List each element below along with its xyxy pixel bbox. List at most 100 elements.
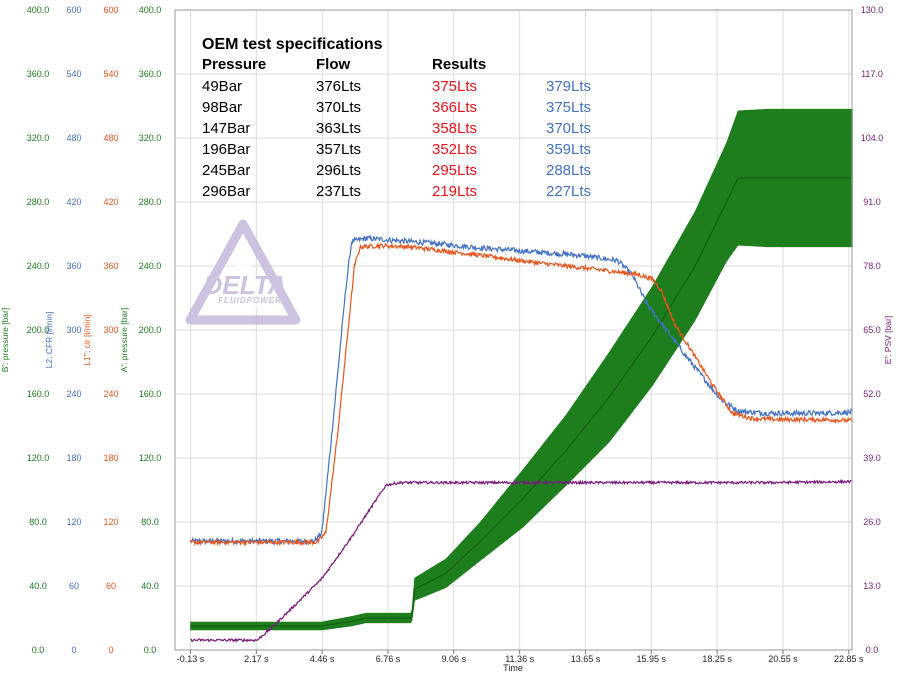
spec-table: OEM test specifications Pressure Flow Re… xyxy=(202,36,591,200)
y-tick-label-a: 320.0 xyxy=(139,133,162,143)
y-tick-label-b: 200.0 xyxy=(27,325,50,335)
spec-pressure: 147Bar xyxy=(202,120,250,137)
spec-flow: 357Lts xyxy=(316,141,361,158)
logo-triangle-inner-icon xyxy=(212,252,274,308)
series-line-pressure-b xyxy=(190,177,853,627)
spec-flow: 237Lts xyxy=(316,183,361,200)
y-tick-label-l1: 120 xyxy=(103,517,118,527)
y-axis-title-l1: L1'': clr [l/min] xyxy=(82,314,92,365)
chart-grid xyxy=(175,9,852,651)
logo-sub-text: FLUIDPOWER xyxy=(218,296,282,305)
spec-flow: 370Lts xyxy=(316,99,361,116)
x-tick-label: 22.85 s xyxy=(834,654,864,664)
y-tick-label-right: 52.0 xyxy=(863,389,881,399)
y-tick-label-l2: 300 xyxy=(66,325,81,335)
spec-result-blue: 288Lts xyxy=(546,162,591,179)
x-tick-label: 4.46 s xyxy=(310,654,335,664)
spec-row: 49Bar 376Lts 375Lts 379Lts xyxy=(202,78,591,95)
y-tick-label-right: 104.0 xyxy=(861,133,884,143)
y-tick-label-l1: 360 xyxy=(103,261,118,271)
y-tick-label-b: 40.0 xyxy=(29,581,47,591)
spec-result-red: 295Lts xyxy=(432,162,477,179)
delta-fluidpower-logo: DELTA FLUIDPOWER xyxy=(185,219,301,325)
y-tick-label-l1: 0 xyxy=(108,645,113,655)
y-tick-label-a: 280.0 xyxy=(139,197,162,207)
y-tick-label-l2: 360 xyxy=(66,261,81,271)
y-axis-title-l2: L2: CFR [l/min] xyxy=(44,312,54,369)
x-tick-label: -0.13 s xyxy=(177,654,205,664)
y-tick-label-a: 120.0 xyxy=(139,453,162,463)
y-tick-label-right: 26.0 xyxy=(863,517,881,527)
x-tick-label: 18.25 s xyxy=(702,654,732,664)
spec-pressure: 196Bar xyxy=(202,141,250,158)
y-tick-label-b: 360.0 xyxy=(27,69,50,79)
spec-result-blue: 379Lts xyxy=(546,78,591,95)
y-tick-label-l1: 540 xyxy=(103,69,118,79)
y-tick-label-l1: 300 xyxy=(103,325,118,335)
y-tick-label-l2: 240 xyxy=(66,389,81,399)
series-line-e xyxy=(190,478,853,643)
y-tick-label-l2: 420 xyxy=(66,197,81,207)
spec-rows: 49Bar 376Lts 375Lts 379Lts 98Bar 370Lts 366Lts… xyxy=(202,78,591,200)
spec-row: 196Bar 357Lts 352Lts 359Lts xyxy=(202,141,591,158)
y-tick-label-l1: 180 xyxy=(103,453,118,463)
y-tick-label-b: 400.0 xyxy=(27,5,50,15)
y-tick-label-b: 80.0 xyxy=(29,517,47,527)
spec-result-red: 352Lts xyxy=(432,141,477,158)
y-tick-label-b: 120.0 xyxy=(27,453,50,463)
logo-triangle-icon xyxy=(185,219,301,325)
spec-title: OEM test specifications xyxy=(202,36,383,53)
spec-result-red: 358Lts xyxy=(432,120,477,137)
x-tick-label: 11.36 s xyxy=(505,654,534,664)
y-tick-label-l1: 60 xyxy=(106,581,116,591)
y-tick-label-right: 91.0 xyxy=(863,197,881,207)
spec-pressure: 49Bar xyxy=(202,78,242,95)
spec-pressure: 296Bar xyxy=(202,183,250,200)
y-tick-label-l2: 180 xyxy=(66,453,81,463)
x-tick-label: 6.76 s xyxy=(376,654,401,664)
y-tick-label-l2: 0 xyxy=(71,645,76,655)
y-tick-label-l1: 240 xyxy=(103,389,118,399)
spec-header-results: Results xyxy=(432,56,486,73)
x-tick-label: 9.06 s xyxy=(442,654,467,664)
spec-result-blue: 370Lts xyxy=(546,120,591,137)
spec-flow: 376Lts xyxy=(316,78,361,95)
spec-row: 245Bar 296Lts 295Lts 288Lts xyxy=(202,162,591,179)
y-tick-label-l1: 480 xyxy=(103,133,118,143)
spec-row: 147Bar 363Lts 358Lts 370Lts xyxy=(202,120,591,137)
spec-flow: 363Lts xyxy=(316,120,361,137)
y-tick-label-l1: 420 xyxy=(103,197,118,207)
y-tick-label-right: 13.0 xyxy=(863,581,881,591)
y-tick-label-l2: 540 xyxy=(66,69,81,79)
y-axis-title-b: B': pressure [bar] xyxy=(0,308,10,372)
y-tick-label-right: 130.0 xyxy=(861,5,884,15)
y-tick-label-a: 400.0 xyxy=(139,5,162,15)
y-tick-label-l1: 600 xyxy=(103,5,118,15)
y-tick-label-b: 0.0 xyxy=(32,645,45,655)
y-tick-label-l2: 600 xyxy=(66,5,81,15)
y-tick-label-l2: 60 xyxy=(69,581,79,591)
y-tick-label-b: 320.0 xyxy=(27,133,50,143)
y-tick-label-right: 65.0 xyxy=(863,325,881,335)
y-tick-label-a: 160.0 xyxy=(139,389,162,399)
spec-header-pressure: Pressure xyxy=(202,56,266,73)
y-tick-label-l2: 120 xyxy=(66,517,81,527)
spec-result-red: 375Lts xyxy=(432,78,477,95)
y-tick-label-right: 78.0 xyxy=(863,261,881,271)
series-line-l2 xyxy=(189,234,854,546)
y-tick-label-a: 200.0 xyxy=(139,325,162,335)
series-band-pressure-b xyxy=(190,108,853,631)
spec-row: 296Bar 237Lts 219Lts 227Lts xyxy=(202,183,591,200)
y-tick-label-a: 0.0 xyxy=(144,645,157,655)
logo-main-text: DELTA xyxy=(204,270,287,300)
spec-flow: 296Lts xyxy=(316,162,361,179)
y-tick-label-a: 40.0 xyxy=(141,581,159,591)
spec-pressure: 245Bar xyxy=(202,162,250,179)
spec-result-red: 366Lts xyxy=(432,99,477,116)
spec-pressure: 98Bar xyxy=(202,99,242,116)
series-layer xyxy=(189,108,854,643)
series-line-l1 xyxy=(189,242,854,547)
y-tick-label-right: 117.0 xyxy=(861,69,883,79)
x-tick-label: 13.65 s xyxy=(571,654,601,664)
